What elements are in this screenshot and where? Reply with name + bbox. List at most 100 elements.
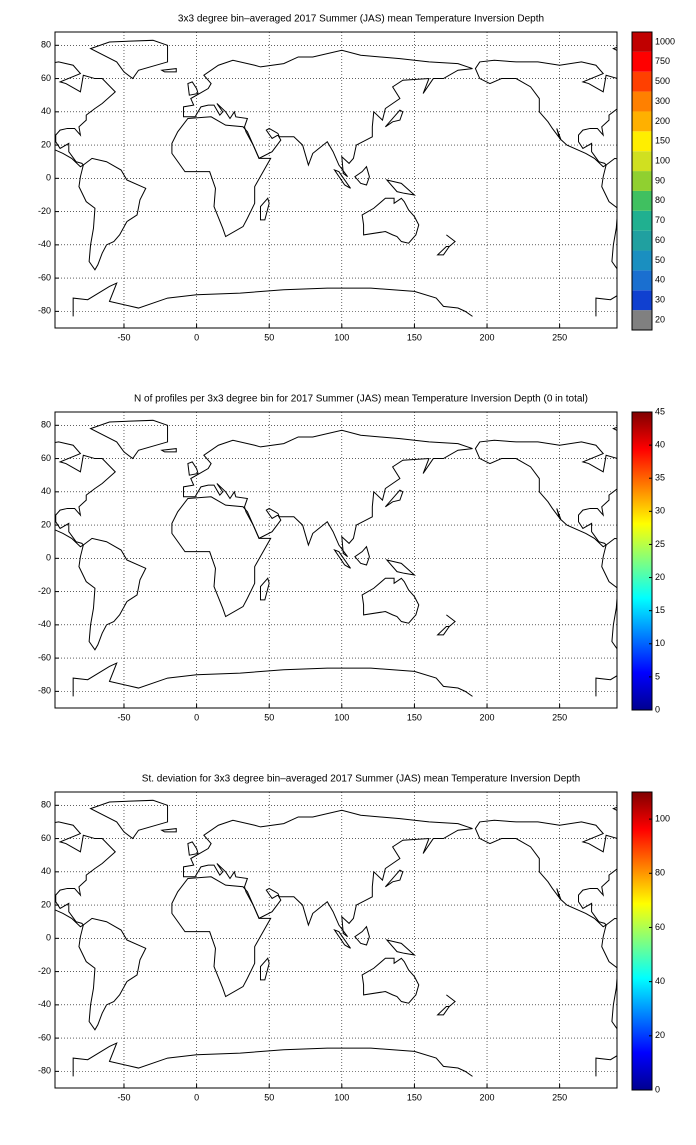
colorbar-label: 300: [655, 96, 670, 106]
x-tick-label: 150: [407, 1092, 422, 1102]
chart-title: St. deviation for 3x3 degree bin–average…: [142, 774, 580, 785]
y-tick-label: 0: [46, 553, 51, 563]
colorbar-bin: [632, 310, 652, 330]
plot-area: [55, 32, 617, 328]
y-tick-label: 40: [41, 866, 51, 876]
y-tick-label: 80: [41, 420, 51, 430]
colorbar-gradient: [632, 412, 652, 710]
colorbar-label: 150: [655, 136, 670, 146]
colorbar-bin: [632, 290, 652, 311]
x-tick-label: 100: [334, 1092, 349, 1102]
y-tick-label: 0: [46, 933, 51, 943]
x-tick-label: 150: [407, 712, 422, 722]
colorbar-label: 200: [655, 116, 670, 126]
colorbar-label: 80: [655, 868, 665, 878]
colorbar-label: 100: [655, 813, 670, 823]
y-tick-label: 60: [41, 833, 51, 843]
colorbar-label: 40: [655, 275, 665, 285]
x-tick-label: 0: [194, 712, 199, 722]
x-tick-label: 50: [264, 712, 274, 722]
colorbar-label: 30: [655, 295, 665, 305]
colorbar-label: 100: [655, 156, 670, 166]
colorbar-label: 40: [655, 976, 665, 986]
colorbar-label: 5: [655, 671, 660, 681]
x-tick-label: 0: [194, 1092, 199, 1102]
y-tick-label: -40: [38, 999, 51, 1009]
axes-frame: [54, 791, 618, 1089]
colorbar-bin: [632, 111, 652, 132]
y-tick-label: 80: [41, 800, 51, 810]
axes-frame: [54, 411, 618, 709]
colorbar-bin: [632, 151, 652, 172]
colorbar-bin: [632, 210, 652, 231]
colorbar-bin: [632, 51, 652, 72]
colorbar-label: 80: [655, 195, 665, 205]
y-tick-label: -80: [38, 306, 51, 316]
colorbar-label: 70: [655, 215, 665, 225]
colorbar-label: 60: [655, 235, 665, 245]
y-tick-label: -20: [38, 966, 51, 976]
axes-frame: [54, 31, 618, 329]
y-tick-label: -40: [38, 239, 51, 249]
colorbar-bin: [632, 32, 652, 52]
colorbar-label: 0: [655, 704, 660, 714]
colorbar-label: 20: [655, 1030, 665, 1040]
x-tick-label: 100: [334, 712, 349, 722]
colorbar-bin: [632, 71, 652, 92]
y-tick-label: -20: [38, 206, 51, 216]
colorbar-label: 20: [655, 314, 665, 324]
colorbar-label: 750: [655, 56, 670, 66]
y-tick-label: 20: [41, 519, 51, 529]
y-tick-label: -80: [38, 1066, 51, 1076]
colorbar-label: 15: [655, 605, 665, 615]
y-tick-label: 40: [41, 106, 51, 116]
colorbar-bin: [632, 91, 652, 112]
x-tick-label: 150: [407, 332, 422, 342]
colorbar-bin: [632, 171, 652, 191]
y-tick-label: 60: [41, 73, 51, 83]
y-tick-label: -80: [38, 686, 51, 696]
x-tick-label: 50: [264, 1092, 274, 1102]
colorbar-label: 10: [655, 638, 665, 648]
chart-title: 3x3 degree bin–averaged 2017 Summer (JAS…: [178, 14, 544, 25]
colorbar-frame: [631, 31, 653, 331]
y-tick-label: 60: [41, 453, 51, 463]
y-tick-label: -60: [38, 652, 51, 662]
x-tick-label: 200: [480, 332, 495, 342]
colorbar-label: 0: [655, 1084, 660, 1094]
colorbar-label: 1000: [655, 36, 675, 46]
colorbar-label: 45: [655, 406, 665, 416]
x-tick-label: 250: [552, 332, 567, 342]
colorbar-label: 50: [655, 255, 665, 265]
x-tick-label: 50: [264, 332, 274, 342]
colorbar-bin: [632, 270, 652, 291]
colorbar-label: 60: [655, 922, 665, 932]
y-tick-label: -20: [38, 586, 51, 596]
y-tick-label: -60: [38, 1032, 51, 1042]
colorbar-label: 25: [655, 539, 665, 549]
colorbar-label: 500: [655, 76, 670, 86]
colorbar-label: 40: [655, 439, 665, 449]
colorbar-bin: [632, 190, 652, 211]
x-tick-label: -50: [117, 712, 130, 722]
colorbar-bin: [632, 131, 652, 152]
colorbar-label: 30: [655, 506, 665, 516]
x-tick-label: -50: [117, 332, 130, 342]
x-tick-label: 0: [194, 332, 199, 342]
colorbar-gradient: [632, 792, 652, 1090]
colorbar-frame: [631, 791, 653, 1091]
colorbar-label: 20: [655, 572, 665, 582]
x-tick-label: 200: [480, 712, 495, 722]
plot-area: [55, 412, 617, 708]
x-tick-label: 100: [334, 332, 349, 342]
colorbar-label: 90: [655, 175, 665, 185]
chart-title: N of profiles per 3x3 degree bin for 201…: [134, 394, 588, 405]
colorbar-bin: [632, 230, 652, 251]
colorbar-bin: [632, 250, 652, 271]
colorbar-frame: [631, 411, 653, 711]
x-tick-label: 250: [552, 1092, 567, 1102]
y-tick-label: -40: [38, 619, 51, 629]
x-tick-label: 200: [480, 1092, 495, 1102]
